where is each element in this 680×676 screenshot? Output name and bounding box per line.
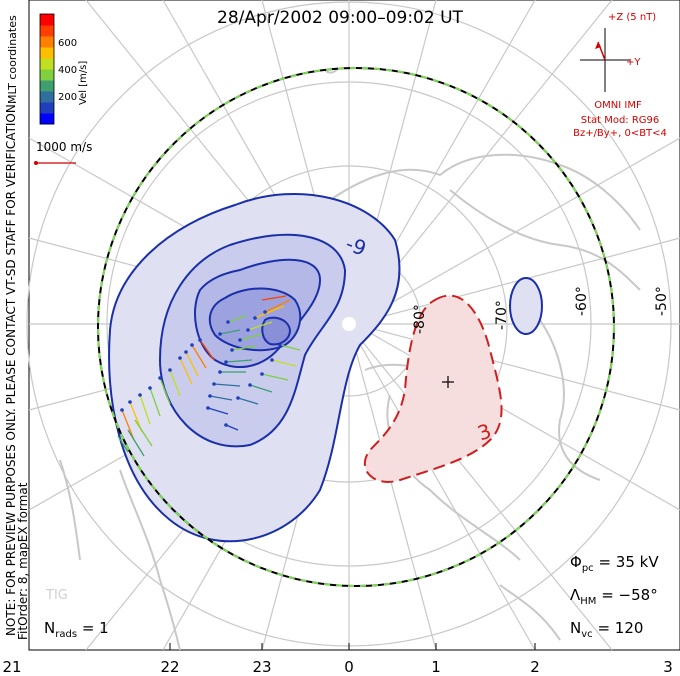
colorbar-swatch: [40, 91, 54, 103]
colorbar-tick-400: 400: [58, 65, 78, 76]
mlt-label-22: 22: [160, 658, 180, 676]
colorbar-swatch: [40, 69, 54, 81]
colorbar-swatch: [40, 25, 54, 37]
lat-label-50: -50°: [654, 286, 670, 316]
map-title: 28/Apr/2002 09:00–09:02 UT: [217, 8, 463, 28]
velocity-colorbar: [40, 14, 54, 125]
colorbar-tick-200: 200: [58, 92, 78, 103]
nrads-sub: rads: [55, 629, 78, 640]
phi-sub: pc: [581, 563, 594, 574]
imf-y-label: +Y: [626, 57, 641, 68]
mlt-label-3: 3: [663, 658, 673, 676]
nrads-symbol: N: [44, 619, 56, 637]
stat-nvc: Nvc = 120: [570, 619, 643, 640]
nrads-value: = 1: [81, 619, 109, 637]
lambda-value: = −58°: [601, 586, 658, 604]
colorbar-swatch: [40, 14, 54, 26]
stat-phi-pc: Φpc = 35 kV: [570, 553, 659, 574]
coastlines: [59, 67, 641, 651]
velocity-vectors: [117, 295, 301, 457]
stat-lambda-hm: ΛHM = −58°: [570, 586, 658, 607]
mlt-label-21: 21: [2, 658, 22, 676]
imf-title: OMNI IMF: [594, 100, 642, 111]
colorbar-swatch: [40, 58, 54, 70]
imf-z-label: +Z (5 nT): [608, 12, 657, 23]
colorbar-swatch: [40, 113, 54, 125]
positive-convection-cell: [363, 294, 503, 483]
lat-label-60: -60°: [574, 286, 590, 316]
stat-nrads: Nrads = 1: [44, 619, 109, 640]
potential-maximum-marker: [442, 376, 454, 388]
lat-label-80: -80°: [412, 304, 428, 334]
mlt-label-2: 2: [530, 658, 540, 676]
mlt-label-23: 23: [252, 658, 272, 676]
mlt-label-1: 1: [431, 658, 441, 676]
lat-label-70: -70°: [494, 300, 510, 330]
station-label: TIG: [46, 588, 68, 603]
phi-symbol: Φ: [570, 553, 582, 571]
vector-scale-label: 1000 m/s: [36, 140, 93, 154]
mlt-label-0: 0: [344, 658, 354, 676]
lambda-sub: HM: [580, 596, 597, 607]
colorbar-frame: [39, 13, 55, 125]
hm-boundary-green: [97, 67, 615, 587]
imf-condition: Bz+/By+, 0<BT<4: [573, 128, 667, 139]
nvc-symbol: N: [570, 619, 582, 637]
negative-convection-cell: [108, 193, 401, 543]
phi-value: = 35 kV: [598, 553, 659, 571]
coordinate-label: MLT coordinates: [6, 15, 19, 104]
nvc-sub: vc: [581, 629, 593, 640]
mlt-ticks: [28, 643, 536, 650]
colorbar-swatch: [40, 47, 54, 59]
pole-marker: [342, 317, 356, 331]
vector-origins: [120, 310, 282, 427]
colorbar-swatch: [40, 102, 54, 114]
nvc-value: = 120: [597, 619, 644, 637]
lambda-symbol: Λ: [570, 586, 581, 604]
vector-scale-origin: [34, 161, 38, 165]
fit-order-label: FitOrder: 8, mapEX format: [16, 482, 30, 640]
imf-model: Stat Mod: RG96: [580, 115, 660, 126]
colorbar-swatch: [40, 36, 54, 48]
colorbar-swatch: [40, 80, 54, 92]
imf-vector-head: [595, 42, 601, 49]
negative-minor-cell: [509, 277, 543, 335]
colorbar-tick-600: 600: [58, 38, 78, 49]
colorbar-label: Vel [m/s]: [78, 60, 89, 105]
